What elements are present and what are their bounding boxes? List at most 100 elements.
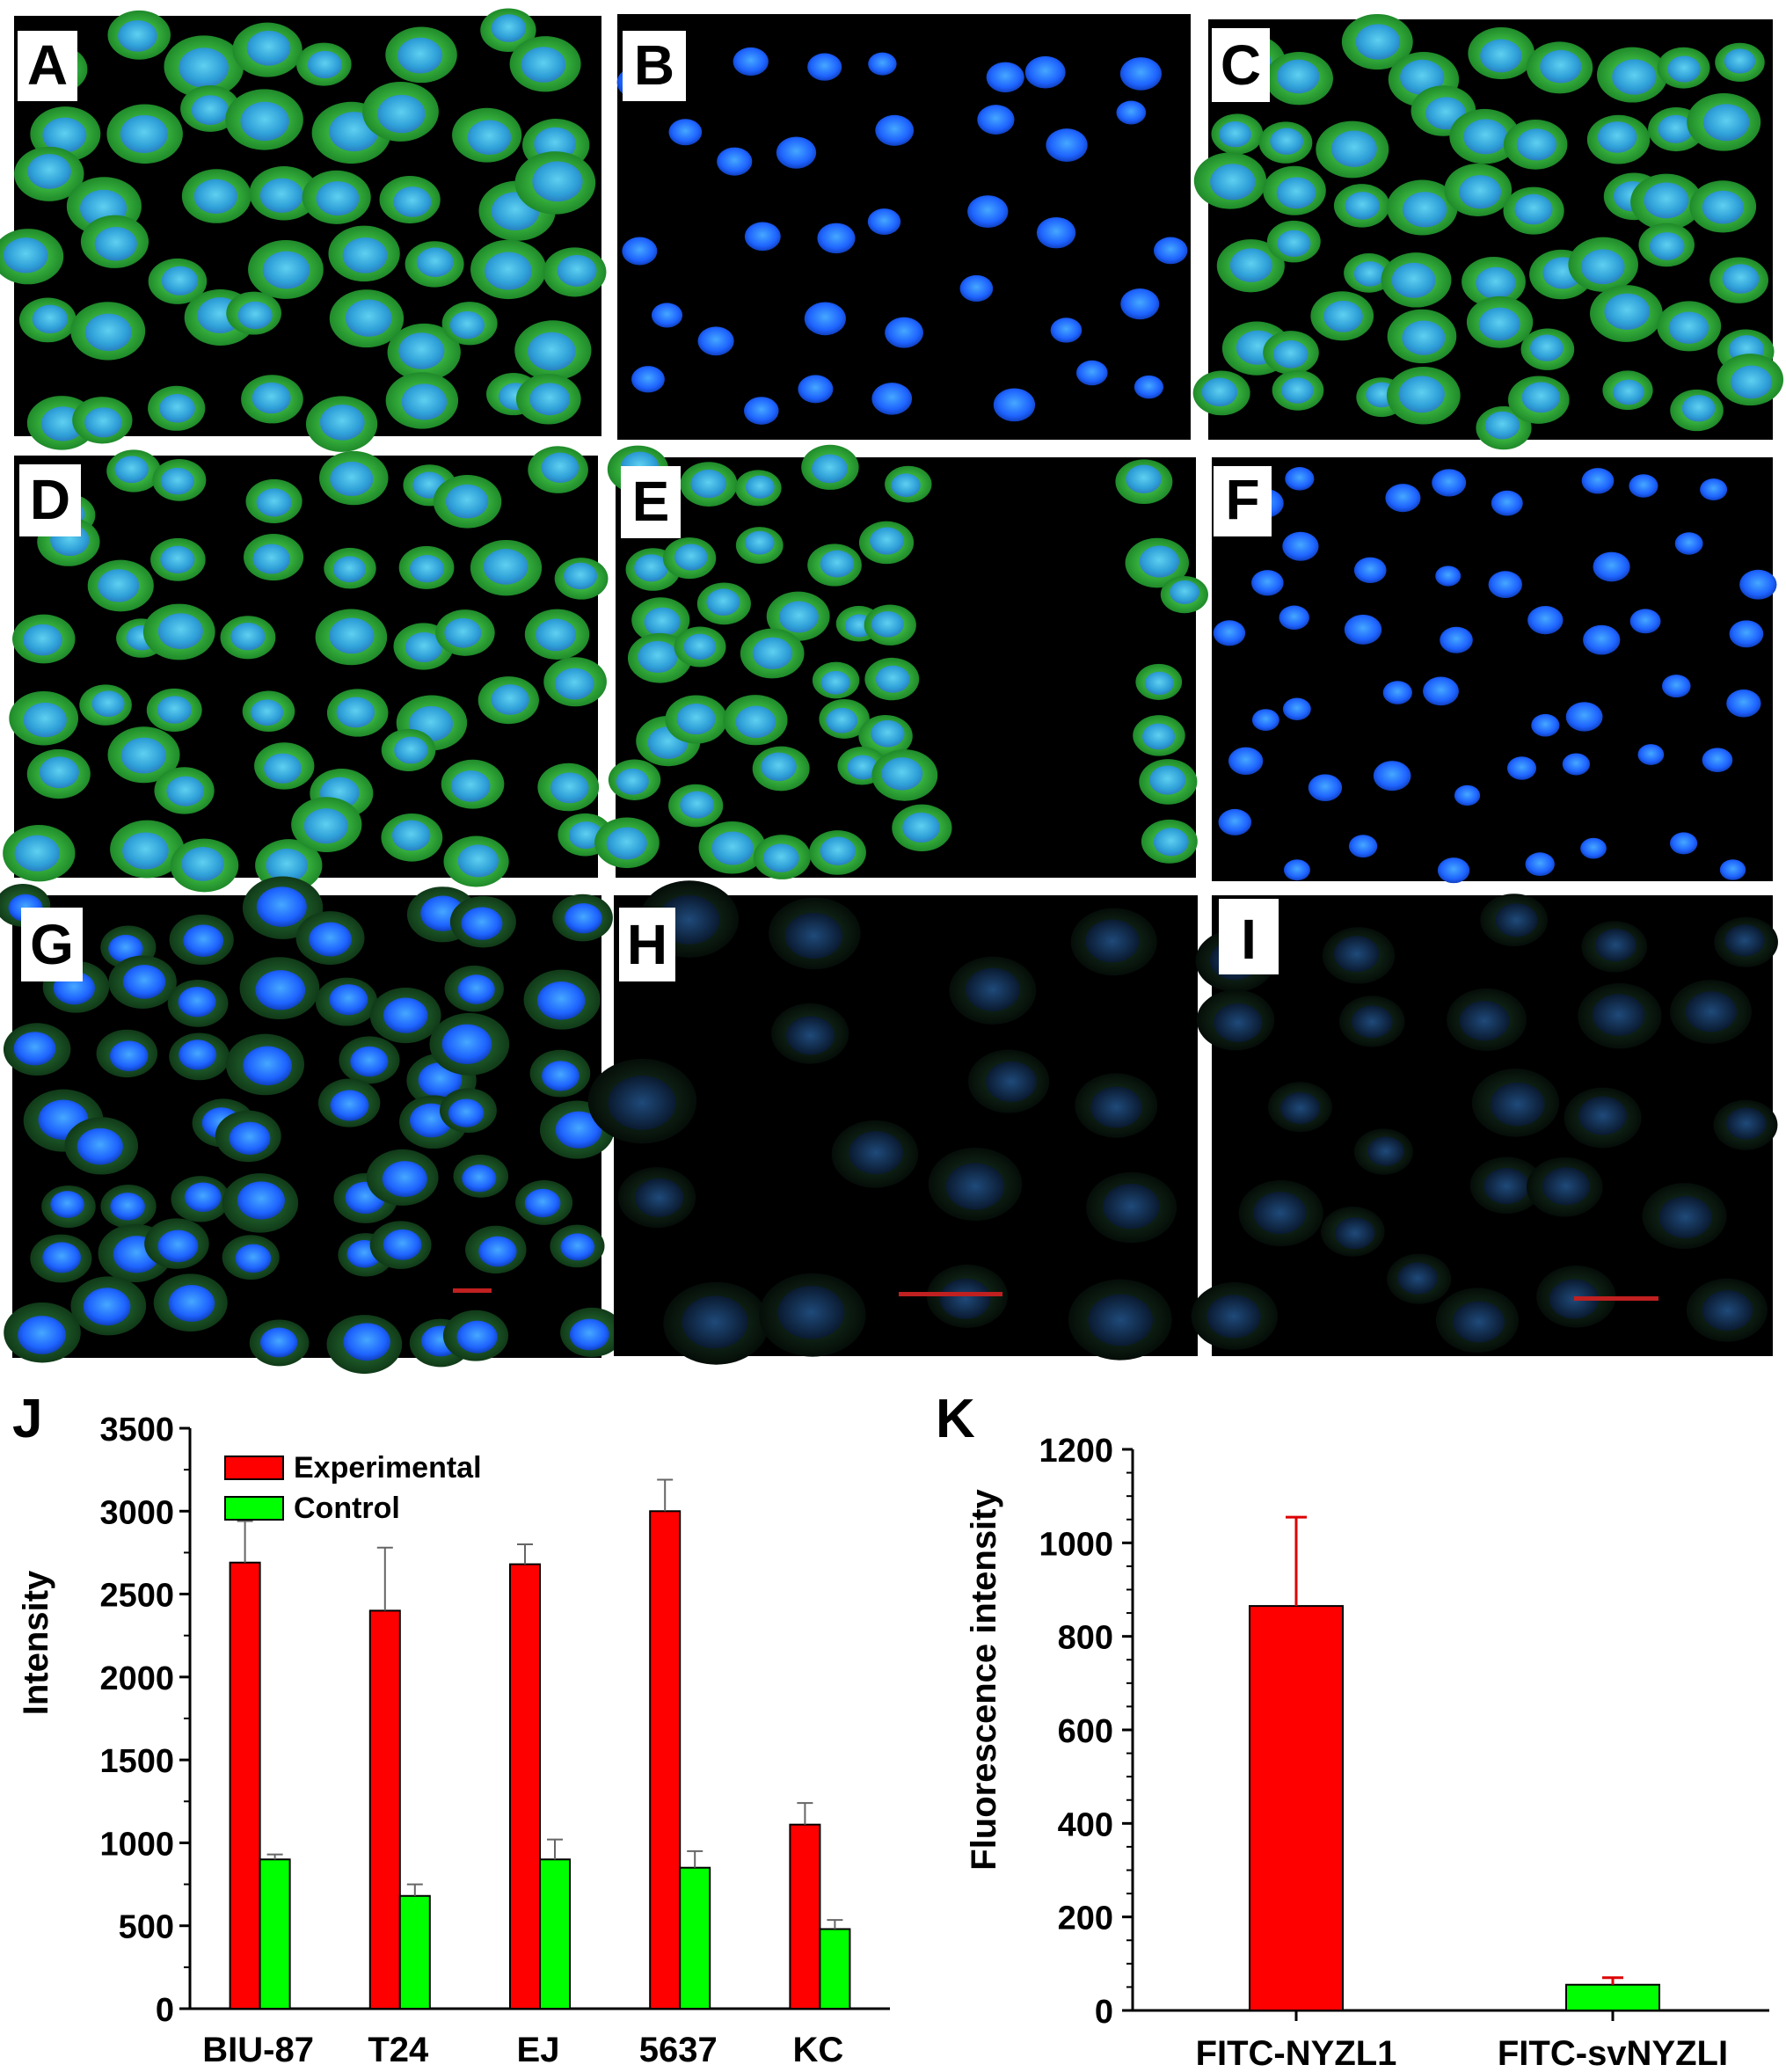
cell-nucleus <box>1592 994 1645 1036</box>
cell-nucleus <box>1373 761 1411 792</box>
cell-nucleus <box>1213 620 1246 646</box>
legend-swatch <box>224 1496 284 1521</box>
cell-nucleus <box>1276 177 1316 209</box>
cell-nucleus <box>680 791 715 819</box>
cell-nucleus <box>528 332 576 371</box>
cell-nucleus <box>524 1188 561 1218</box>
cell-nucleus <box>183 924 224 958</box>
cell-nucleus <box>18 1316 66 1354</box>
cell-nucleus <box>181 846 224 881</box>
cell-nucleus <box>826 707 858 733</box>
cell-nucleus <box>1670 832 1698 855</box>
cell-nucleus <box>350 1046 389 1077</box>
cell-nucleus <box>120 737 166 774</box>
cell-nucleus <box>1658 114 1694 143</box>
cell-nucleus <box>631 366 665 393</box>
cell-nucleus <box>160 545 195 573</box>
cell-nucleus <box>784 912 843 959</box>
cell-nucleus <box>1385 484 1421 513</box>
cell-nucleus <box>1440 626 1473 653</box>
cell-nucleus <box>191 95 230 126</box>
cell-nucleus <box>1330 130 1377 167</box>
cell-nucleus <box>891 473 921 498</box>
cell-nucleus <box>683 633 717 660</box>
cell-nucleus <box>1726 1107 1767 1140</box>
cell-nucleus <box>644 607 681 637</box>
cell-nucleus <box>1382 681 1412 704</box>
cell-nucleus <box>416 247 454 277</box>
cell-nucleus <box>555 1111 602 1149</box>
cell-nucleus <box>303 808 348 844</box>
cell-nucleus <box>50 1191 84 1218</box>
cell-nucleus <box>251 382 291 414</box>
cell-nucleus <box>120 114 168 154</box>
cell-nucleus <box>246 30 291 66</box>
cell-nucleus <box>690 469 727 499</box>
cell-nucleus <box>1210 164 1256 201</box>
cell-nucleus <box>536 618 577 652</box>
cell-nucleus <box>867 208 901 235</box>
micrograph-panel-d: D <box>3 446 613 893</box>
cell-nucleus <box>336 697 375 728</box>
cell-nucleus <box>986 1061 1037 1102</box>
cell-nucleus <box>94 226 137 261</box>
cell-nucleus <box>804 302 846 336</box>
cell-nucleus <box>1398 376 1445 413</box>
cell-nucleus <box>91 690 125 718</box>
cell-nucleus <box>122 832 169 870</box>
cell-nucleus <box>849 1131 903 1175</box>
cell-nucleus <box>1478 307 1520 341</box>
cell-nucleus <box>564 562 598 590</box>
cell-nucleus <box>1702 748 1733 773</box>
cell-nucleus <box>711 831 754 865</box>
legend-label: Control <box>294 1492 400 1525</box>
cell-nucleus <box>456 1320 498 1353</box>
cell-nucleus <box>1463 119 1508 155</box>
cell-nucleus <box>1120 288 1160 320</box>
x-tick-label: FITC-NYZL1 <box>1196 2034 1397 2072</box>
cell-nucleus <box>1036 216 1076 249</box>
cell-nucleus <box>118 19 157 52</box>
cell-nucleus <box>1344 614 1382 645</box>
cell-nucleus <box>243 1046 292 1086</box>
cell-nucleus <box>1367 1136 1404 1166</box>
cell-nucleus <box>1219 120 1252 148</box>
cell-nucleus <box>1046 128 1088 162</box>
cell-nucleus <box>462 1164 497 1193</box>
y-tick-label: 0 <box>1095 1994 1113 2031</box>
cell-nucleus <box>1272 339 1309 368</box>
bar-control <box>259 1858 291 2010</box>
cell-nucleus <box>1144 671 1174 696</box>
cell-nucleus <box>1335 1217 1375 1250</box>
cell-nucleus <box>160 467 194 495</box>
cell-nucleus <box>1459 1000 1510 1041</box>
cell-nucleus <box>1352 1005 1393 1039</box>
cell-nucleus <box>606 827 647 860</box>
cell-nucleus <box>870 527 904 555</box>
cell-nucleus <box>27 154 71 189</box>
cell-nucleus <box>743 397 779 425</box>
cell-nucleus <box>1726 689 1761 718</box>
cell-nucleus <box>1214 1003 1263 1042</box>
cell-nucleus <box>1612 59 1657 95</box>
cell-nucleus <box>1277 59 1320 94</box>
cell-nucleus <box>1270 128 1304 155</box>
micrograph-panel-e: E <box>594 444 1208 879</box>
cell-nucleus <box>109 1040 149 1072</box>
cell-nucleus <box>377 94 426 134</box>
cell-nucleus <box>1722 264 1760 294</box>
cell-nucleus <box>1488 571 1522 598</box>
cell-nucleus <box>1702 1290 1753 1331</box>
cell-nucleus <box>1700 478 1728 500</box>
y-axis-title: Fluorescence intensity <box>965 1489 1003 1871</box>
cell-nucleus <box>521 47 566 83</box>
cell-nucleus <box>342 237 388 274</box>
cell-nucleus <box>1201 377 1238 407</box>
cell-nucleus <box>761 752 797 782</box>
cell-nucleus <box>237 1181 285 1220</box>
chart-panel-label-k: K <box>936 1389 975 1449</box>
cell-nucleus <box>1674 532 1703 555</box>
x-tick-label: 5637 <box>639 2031 718 2069</box>
cell-nucleus <box>1024 55 1066 89</box>
y-tick-label: 200 <box>1058 1901 1113 1937</box>
